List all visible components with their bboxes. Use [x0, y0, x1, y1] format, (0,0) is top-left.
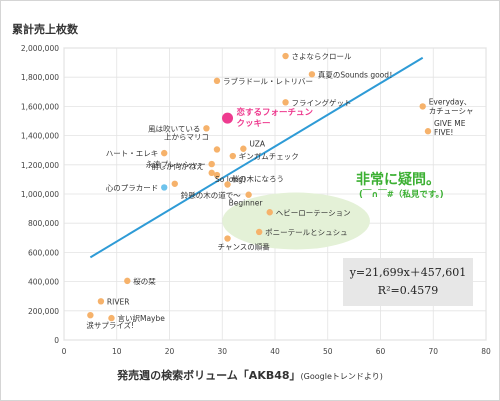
data-point — [208, 169, 215, 177]
point-label: 前しか向かねえ — [151, 161, 204, 171]
x-tick-label: 80 — [481, 347, 491, 356]
y-tick-label: 0 — [54, 336, 59, 345]
data-point — [208, 160, 215, 168]
point-label-line: Everyday、 — [429, 97, 472, 106]
point-label: 桜の栞 — [133, 276, 156, 286]
y-tick-label: 400,000 — [28, 278, 59, 287]
point-label: ポニーテールとシュシュ — [265, 228, 348, 237]
point-label: さよならクロール — [292, 52, 352, 61]
data-point — [213, 171, 221, 179]
note-title: 非常に疑問。 — [356, 172, 440, 188]
data-point — [224, 181, 231, 188]
point-label: ハート・エレキ — [106, 149, 159, 158]
point-label-line: GIVE ME — [434, 119, 466, 128]
point-label: 上からマリコ — [164, 132, 209, 141]
point-label: 永遠プレッシャー — [146, 159, 206, 169]
data-point — [213, 146, 221, 153]
data-point — [87, 311, 94, 319]
point-label: フライングゲット — [292, 97, 352, 107]
point-label: ギンガムチェック — [239, 151, 299, 161]
regression-equation: y=21,699x＋457,601 — [349, 266, 467, 279]
data-point — [255, 228, 263, 236]
y-tick-label: 1,200,000 — [21, 161, 59, 170]
data-point — [161, 184, 168, 191]
y-tick-label: 1,400,000 — [21, 132, 59, 141]
point-label: チャンスの順番 — [218, 242, 271, 252]
data-point — [161, 149, 168, 157]
point-label: ラブラドール・レトリバー — [223, 76, 313, 86]
y-axis-title: 累計売上枚数 — [12, 23, 78, 36]
data-point — [419, 103, 426, 110]
point-label: 真夏のSounds good！ — [318, 69, 397, 79]
x-axis-note: (Googleトレンドより) — [300, 372, 383, 381]
data-point — [282, 99, 289, 106]
data-point — [229, 152, 236, 160]
y-tick-label: 1,000,000 — [21, 190, 59, 199]
highlight-label: 恋するフォーチュンクッキー — [237, 107, 314, 129]
data-point — [171, 180, 178, 187]
annotation-ellipse — [222, 192, 370, 250]
point-label: So long！ — [215, 175, 250, 184]
data-point — [124, 277, 131, 285]
highlight-label-line: クッキー — [237, 118, 271, 129]
point-label: 桜の木になろう — [232, 174, 285, 184]
data-point — [266, 209, 273, 216]
data-point — [224, 235, 231, 242]
x-tick-label: 60 — [376, 347, 386, 356]
x-tick-label: 20 — [165, 347, 175, 356]
point-label-line: FIVE! — [434, 128, 453, 137]
point-label: RIVER — [107, 297, 130, 306]
x-tick-label: 30 — [217, 347, 227, 356]
point-label: ヘビーローテーション — [276, 208, 351, 217]
x-tick-label: 10 — [112, 347, 122, 356]
point-label: UZA — [249, 140, 265, 149]
highlight-label-line: 恋するフォーチュン — [237, 107, 314, 118]
highlight-point — [222, 112, 234, 124]
point-label: 涙サプライズ! — [86, 320, 134, 330]
data-point — [108, 314, 115, 322]
data-point — [245, 191, 252, 198]
y-tick-label: 600,000 — [28, 248, 59, 257]
x-tick-label: 70 — [428, 347, 438, 356]
x-tick-label: 0 — [62, 347, 67, 356]
x-tick-label: 40 — [270, 347, 280, 356]
point-label: 鈴懸の木の道で〜 — [181, 190, 241, 200]
y-tick-label: 1,800,000 — [21, 73, 59, 82]
y-tick-label: 2,000,000 — [21, 44, 59, 53]
data-point — [282, 52, 289, 60]
point-label-line: カチューシャ — [429, 106, 474, 115]
y-tick-label: 1,600,000 — [21, 102, 59, 111]
data-point — [308, 71, 316, 78]
r-squared: R²=0.4579 — [377, 284, 439, 297]
data-point — [213, 77, 221, 85]
point-label: GIVE ME FIVE! — [434, 119, 466, 137]
y-tick-label: 200,000 — [28, 307, 59, 316]
note-subtitle: (￣∩￣#（私見です。) — [359, 190, 444, 200]
x-axis-title-text: 発売週の検索ボリューム「AKB48」 — [117, 369, 301, 382]
point-label: 風は吹いている — [148, 123, 200, 133]
data-point — [240, 145, 247, 152]
point-label: Everyday、カチューシャ — [429, 97, 474, 115]
data-point — [97, 298, 105, 305]
data-point — [424, 128, 432, 135]
x-axis-title: 発売週の検索ボリューム「AKB48」(Googleトレンドより) — [0, 367, 500, 383]
point-label: 心のプラカード — [106, 183, 159, 192]
y-tick-label: 800,000 — [28, 219, 59, 228]
x-tick-label: 50 — [323, 347, 333, 356]
point-label: 言い訳Maybe — [117, 313, 165, 323]
equation-box: y=21,699x＋457,601 R²=0.4579 — [343, 258, 473, 306]
regression-line — [89, 56, 424, 259]
point-label: Beginner — [229, 199, 264, 208]
data-point — [203, 125, 210, 132]
